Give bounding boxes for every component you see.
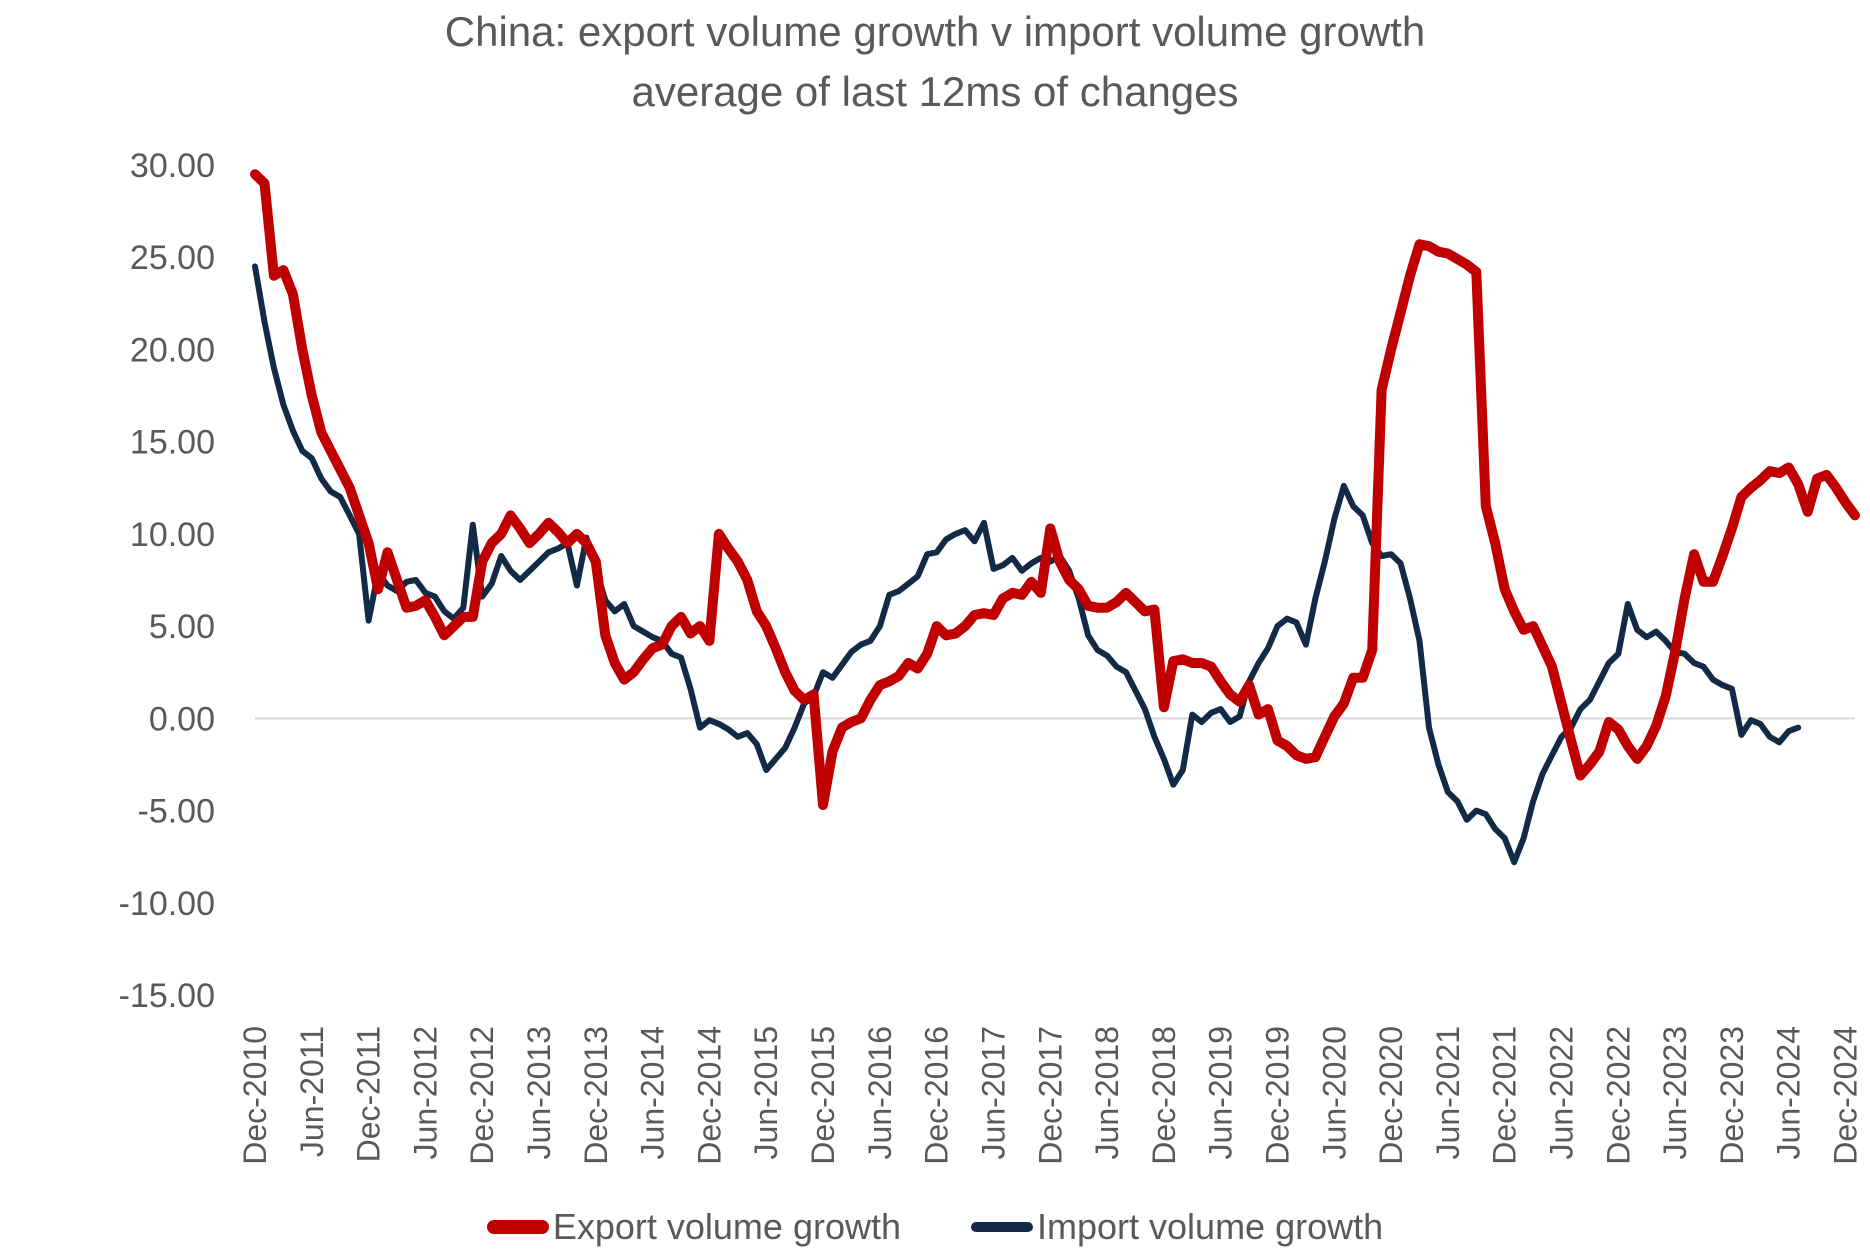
x-tick-label: Dec-2013 (578, 1026, 614, 1165)
legend-swatch-import (971, 1222, 1033, 1232)
legend: Export volume growth Import volume growt… (0, 1206, 1870, 1248)
y-tick-label: 0.00 (149, 700, 215, 738)
x-tick-label: Jun-2012 (407, 1026, 443, 1159)
x-tick-label: Jun-2013 (521, 1026, 557, 1159)
x-axis: Dec-2010 Jun-2011 Dec-2011 Jun-2012 Dec-2012… (237, 1026, 1864, 1165)
x-tick-label: Jun-2018 (1089, 1026, 1125, 1159)
x-tick-label: Jun-2019 (1203, 1026, 1239, 1159)
legend-item-import: Import volume growth (971, 1206, 1383, 1248)
y-tick-label: -10.00 (119, 885, 215, 923)
x-tick-label: Dec-2021 (1487, 1026, 1523, 1165)
y-axis: 30.00 25.00 20.00 15.00 10.00 5.00 0.00 -5.00 -1… (119, 147, 1855, 1015)
x-tick-label: Dec-2015 (805, 1026, 841, 1165)
x-tick-label: Jun-2023 (1657, 1026, 1693, 1159)
x-tick-label: Jun-2017 (975, 1026, 1011, 1159)
y-tick-label: 25.00 (130, 239, 215, 277)
series-lines (250, 169, 1860, 866)
legend-item-export: Export volume growth (486, 1206, 901, 1248)
legend-swatch-export (486, 1220, 549, 1234)
legend-label-import: Import volume growth (1037, 1206, 1384, 1247)
x-tick-label: Dec-2014 (691, 1026, 727, 1165)
x-tick-label: Dec-2018 (1146, 1026, 1182, 1165)
x-tick-label: Jun-2021 (1430, 1026, 1466, 1159)
x-tick-label: Dec-2024 (1828, 1026, 1864, 1165)
x-tick-label: Dec-2022 (1600, 1026, 1636, 1165)
series-line-export (250, 169, 1860, 810)
series-line-import (252, 263, 1802, 866)
legend-label-export: Export volume growth (552, 1206, 901, 1247)
y-tick-label: 5.00 (149, 608, 215, 646)
y-tick-label: -15.00 (119, 977, 215, 1015)
x-tick-label: Jun-2020 (1316, 1026, 1352, 1159)
x-tick-label: Jun-2016 (862, 1026, 898, 1159)
x-tick-label: Dec-2017 (1032, 1026, 1068, 1165)
x-tick-label: Jun-2024 (1771, 1026, 1807, 1159)
y-tick-label: 10.00 (130, 516, 215, 554)
x-tick-label: Dec-2019 (1259, 1026, 1295, 1165)
x-tick-label: Jun-2015 (748, 1026, 784, 1159)
x-tick-label: Jun-2014 (635, 1026, 671, 1159)
y-tick-label: 20.00 (130, 331, 215, 369)
x-tick-label: Dec-2023 (1714, 1026, 1750, 1165)
y-tick-label: 30.00 (130, 147, 215, 185)
x-tick-label: Jun-2011 (294, 1026, 330, 1157)
x-tick-label: Dec-2011 (351, 1026, 387, 1162)
chart-subtitle: average of last 12ms of changes (631, 68, 1239, 115)
y-tick-label: 15.00 (130, 424, 215, 462)
y-tick-label: -5.00 (138, 793, 216, 831)
x-tick-label: Dec-2016 (919, 1026, 955, 1165)
x-tick-label: Jun-2022 (1544, 1026, 1580, 1159)
x-tick-label: Dec-2010 (237, 1026, 273, 1165)
x-tick-label: Dec-2012 (464, 1026, 500, 1165)
chart-title: China: export volume growth v import vol… (444, 8, 1426, 55)
x-tick-label: Dec-2020 (1373, 1026, 1409, 1165)
